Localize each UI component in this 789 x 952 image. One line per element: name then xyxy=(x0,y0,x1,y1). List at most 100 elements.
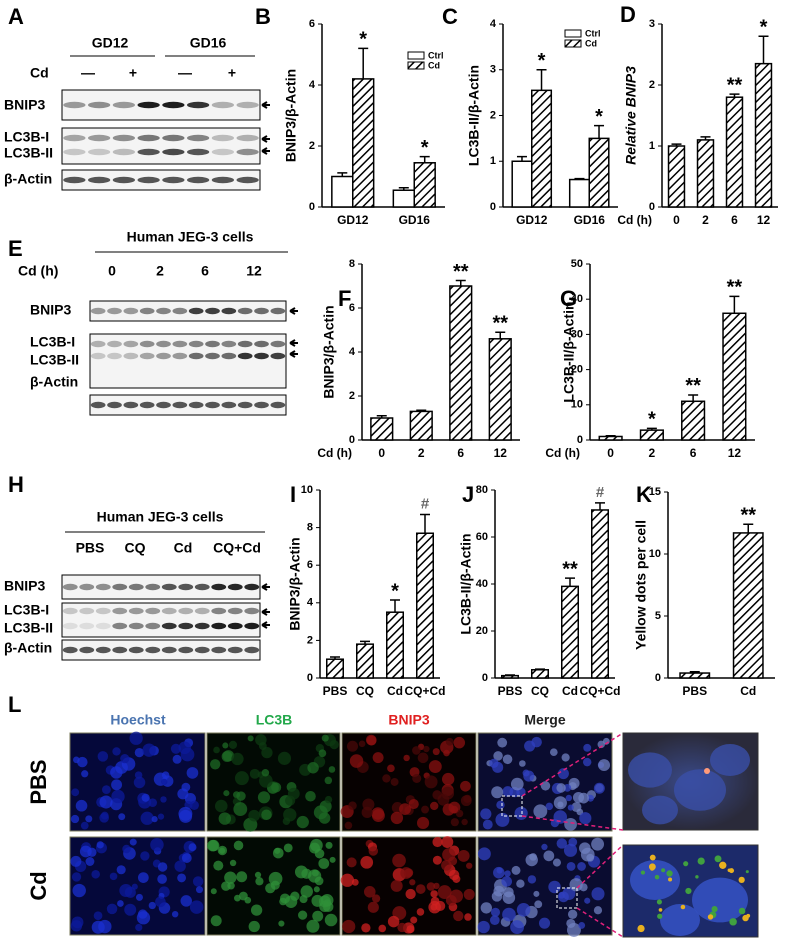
nucleus xyxy=(630,860,680,900)
cell xyxy=(568,777,580,789)
band xyxy=(95,622,111,630)
cell xyxy=(91,869,100,879)
cell xyxy=(409,879,416,886)
row-label: LC3B-I xyxy=(4,602,49,618)
cell xyxy=(566,861,576,871)
row-label: LC3B-I xyxy=(4,129,49,145)
micrographs xyxy=(69,731,759,938)
error-bar xyxy=(574,177,585,180)
band xyxy=(186,148,210,156)
cell xyxy=(460,780,471,792)
cell xyxy=(80,821,89,830)
cell xyxy=(502,754,513,765)
x-tick-label: 6 xyxy=(457,446,464,460)
zoom-box xyxy=(556,887,578,909)
band xyxy=(145,622,161,630)
band xyxy=(205,401,220,409)
x-tick-label: PBS xyxy=(323,684,348,698)
band xyxy=(63,148,86,156)
x-tick-label: GD16 xyxy=(399,213,431,227)
band xyxy=(161,583,177,591)
panel-letter: A xyxy=(8,4,24,29)
error-bar xyxy=(516,155,527,162)
cell xyxy=(312,910,324,922)
cell xyxy=(390,777,399,786)
y-tick-label: 0 xyxy=(482,672,488,684)
band xyxy=(63,134,86,142)
band xyxy=(63,176,86,184)
cell xyxy=(417,752,429,764)
cell xyxy=(189,900,204,914)
band xyxy=(178,622,194,630)
band xyxy=(194,607,210,615)
y-tick-label: 8 xyxy=(349,258,355,270)
band xyxy=(137,101,160,109)
band xyxy=(112,583,128,591)
cell xyxy=(259,774,273,788)
band xyxy=(156,352,171,360)
band xyxy=(270,352,286,360)
cell xyxy=(344,821,353,830)
cell xyxy=(224,871,237,884)
cell xyxy=(368,846,379,856)
cell xyxy=(441,836,454,848)
band xyxy=(221,340,237,348)
panel-letter: I xyxy=(290,482,296,507)
band xyxy=(156,401,171,409)
x-tick-label: 2 xyxy=(418,446,425,460)
y-tick-label: 1 xyxy=(490,155,496,167)
cell xyxy=(218,812,232,825)
puncta xyxy=(707,914,714,920)
error-bar xyxy=(495,331,506,339)
puncta xyxy=(668,877,673,882)
cell xyxy=(442,803,455,816)
cell xyxy=(453,736,466,749)
cell xyxy=(318,858,330,869)
y-tick-label: 6 xyxy=(307,559,313,571)
zoom-link xyxy=(576,844,624,889)
cell xyxy=(502,891,516,905)
cell xyxy=(178,806,193,821)
cell xyxy=(261,746,273,759)
row-label: BNIP3 xyxy=(30,302,71,318)
blot-frame xyxy=(61,127,261,165)
cell xyxy=(593,906,603,915)
bar xyxy=(501,674,519,679)
cell xyxy=(346,740,359,752)
y-tick-label: 40 xyxy=(571,293,583,305)
cell xyxy=(180,895,192,907)
cell xyxy=(424,775,438,789)
y-tick-label: 2 xyxy=(490,109,496,121)
cell xyxy=(120,754,130,764)
bar xyxy=(356,643,374,679)
band xyxy=(194,583,210,591)
cell xyxy=(320,893,334,907)
panel-letter: E xyxy=(8,236,23,261)
bar xyxy=(392,189,415,208)
condition-label: Cd (h) xyxy=(18,263,58,279)
nucleus xyxy=(710,744,750,776)
cell xyxy=(106,903,118,915)
band xyxy=(79,583,95,591)
cell xyxy=(174,860,186,872)
cell xyxy=(548,880,561,894)
band xyxy=(87,176,111,184)
band xyxy=(145,607,161,615)
condition: — xyxy=(178,65,192,81)
cell xyxy=(426,882,436,891)
arrow xyxy=(289,339,298,347)
bar xyxy=(331,175,354,208)
x-axis-label: Cd (h) xyxy=(545,446,580,460)
cell xyxy=(497,737,508,748)
x-tick-label: 0 xyxy=(673,213,680,227)
row-label: PBS xyxy=(26,759,51,804)
cell xyxy=(493,751,503,761)
y-tick-label: 0 xyxy=(577,434,583,446)
band xyxy=(227,607,243,615)
bar xyxy=(591,509,609,679)
y-tick-label: 6 xyxy=(309,18,315,30)
bar xyxy=(598,435,623,441)
cell xyxy=(140,851,150,861)
puncta xyxy=(695,875,699,879)
